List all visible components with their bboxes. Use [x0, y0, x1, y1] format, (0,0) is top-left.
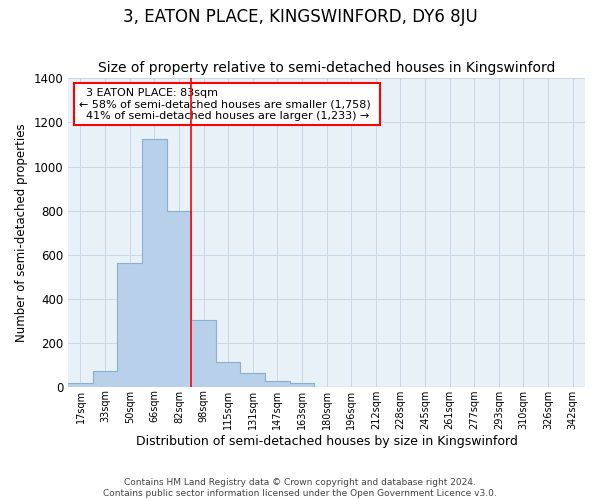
Bar	[191, 320, 216, 386]
Bar	[216, 362, 241, 386]
Bar	[93, 372, 118, 386]
Text: 3 EATON PLACE: 83sqm  
← 58% of semi-detached houses are smaller (1,758)
  41% o: 3 EATON PLACE: 83sqm ← 58% of semi-detac…	[79, 88, 376, 121]
Text: Contains HM Land Registry data © Crown copyright and database right 2024.
Contai: Contains HM Land Registry data © Crown c…	[103, 478, 497, 498]
Bar	[290, 384, 314, 386]
Bar	[241, 374, 265, 386]
Bar	[118, 264, 142, 386]
Y-axis label: Number of semi-detached properties: Number of semi-detached properties	[15, 123, 28, 342]
Text: 3, EATON PLACE, KINGSWINFORD, DY6 8JU: 3, EATON PLACE, KINGSWINFORD, DY6 8JU	[122, 8, 478, 26]
Bar	[167, 210, 191, 386]
Title: Size of property relative to semi-detached houses in Kingswinford: Size of property relative to semi-detach…	[98, 60, 555, 74]
Bar	[142, 139, 167, 386]
X-axis label: Distribution of semi-detached houses by size in Kingswinford: Distribution of semi-detached houses by …	[136, 434, 518, 448]
Bar	[68, 384, 93, 386]
Bar	[265, 381, 290, 386]
